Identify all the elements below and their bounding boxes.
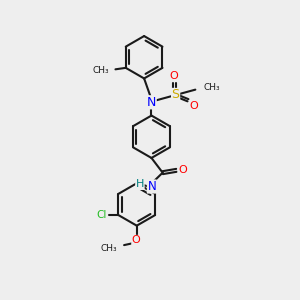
Text: CH₃: CH₃ (203, 83, 220, 92)
Text: O: O (190, 100, 198, 110)
Text: N: N (147, 180, 156, 193)
Text: O: O (178, 165, 187, 175)
Text: N: N (147, 96, 156, 109)
Text: CH₃: CH₃ (100, 244, 117, 253)
Text: CH₃: CH₃ (93, 66, 110, 75)
Text: O: O (169, 71, 178, 81)
Text: S: S (172, 88, 180, 101)
Text: Cl: Cl (96, 210, 106, 220)
Text: O: O (132, 236, 140, 245)
Text: H: H (136, 179, 144, 190)
